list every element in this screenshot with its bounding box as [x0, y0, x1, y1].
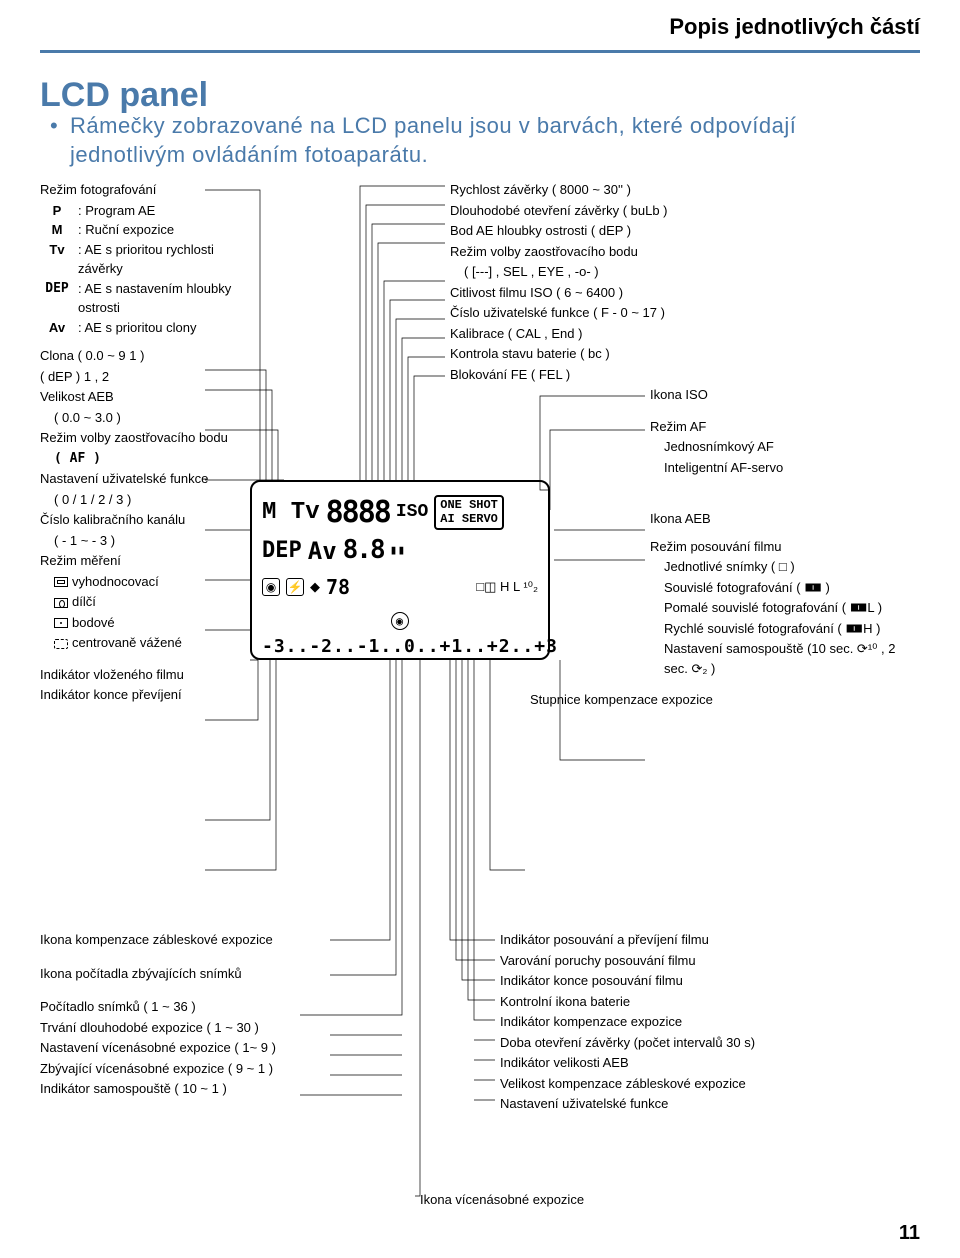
af-mode-title: Režim AF: [450, 417, 920, 437]
mode-Tv: : AE s prioritou rychlosti závěrky: [78, 240, 240, 279]
evaluative-icon: [54, 577, 68, 587]
intro-text: • Rámečky zobrazované na LCD panelu jsou…: [70, 112, 900, 169]
section-title: Popis jednotlivých částí: [669, 10, 920, 43]
meter-circle-icon: ◉: [391, 612, 409, 630]
cal-val: ( - 1 ~ - 3 ): [40, 531, 240, 551]
exp-scale: Stupnice kompenzace expozice: [450, 690, 920, 710]
shooting-mode-title: Režim fotografování: [40, 180, 240, 200]
battery-icon: ▮▮: [390, 541, 406, 561]
ll-6: Zbývající vícenásobné expozice ( 9 ~ 1 ): [40, 1059, 420, 1079]
battery: Kontrola stavu baterie ( bc ): [450, 344, 920, 364]
bullet: •: [50, 112, 58, 141]
af-aiservo: Inteligentní AF-servo: [450, 458, 920, 478]
lr-3: Indikátor konce posouvání filmu: [500, 971, 920, 991]
film-loaded: Indikátor vloženého filmu: [40, 665, 240, 685]
lr-6: Doba otevření závěrky (počet intervalů 3…: [500, 1033, 920, 1053]
meter-cw: centrovaně vážené: [40, 633, 240, 653]
iso: Citlivost filmu ISO ( 6 ~ 6400 ): [450, 283, 920, 303]
partial-icon: [54, 598, 68, 608]
ll-5: Nastavení vícenásobné expozice ( 1~ 9 ): [40, 1038, 420, 1058]
meter-eval: vyhodnocovací: [40, 572, 240, 592]
cf-title: Nastavení uživatelské funkce: [40, 469, 240, 489]
mode-Av-sym: Av: [40, 318, 74, 338]
intro-body: Rámečky zobrazované na LCD panelu jsou v…: [70, 113, 796, 167]
af-oneshot: Jednosnímkový AF: [450, 437, 920, 457]
page-number: 11: [899, 1218, 920, 1248]
lcd-af-box: ONE SHOTAI SERVO: [434, 495, 504, 529]
lcd-main-digits: 8888: [326, 490, 390, 535]
lr-8: Velikost kompenzace zábleskové expozice: [500, 1074, 920, 1094]
mode-Tv-sym: Tv: [40, 240, 74, 260]
lcd-scale: ◉ -3..-2..-1..0..+1..+2..+3: [262, 606, 538, 660]
cal-title: Číslo kalibračního kanálu: [40, 510, 240, 530]
af-mode-title: Režim volby zaostřovacího bodu: [40, 428, 240, 448]
lcd-mtv: M Tv: [262, 495, 320, 531]
aperture-range: Clona ( 0.0 ~ 9 1 ): [40, 346, 240, 366]
mode-DEP-sym: DEP: [40, 279, 74, 299]
lcd-illustration: M Tv 8888 ISO ONE SHOTAI SERVO DEP Av 8.…: [250, 480, 550, 660]
cal: Kalibrace ( CAL , End ): [450, 324, 920, 344]
header-rule: [40, 50, 920, 53]
mode-P-sym: P: [40, 201, 74, 221]
lower-right-column: Indikátor posouvání a převíjení filmu Va…: [500, 930, 920, 1115]
af-mode-val: ( [---] , SEL , EYE , -o- ): [450, 262, 920, 282]
film-end: Indikátor konce převíjení: [40, 685, 240, 705]
lr-5: Indikátor kompenzace expozice: [500, 1012, 920, 1032]
lcd-counter: 78: [326, 572, 350, 602]
mode-Av: : AE s prioritou clony: [78, 318, 240, 338]
mode-DEP: : AE s nastavením hloubky ostrosti: [78, 279, 240, 318]
film-icons: □◫ H L ¹⁰₂: [476, 577, 538, 597]
aeb-range: ( 0.0 ~ 3.0 ): [40, 408, 240, 428]
mode-list: P: Program AE M: Ruční expozice Tv: AE s…: [40, 201, 240, 338]
cf-num: Číslo uživatelské funkce ( F - 0 ~ 17 ): [450, 303, 920, 323]
lcd-dep: DEP: [262, 534, 302, 567]
aeb-title: Velikost AEB: [40, 387, 240, 407]
ll-2: Ikona počítadla zbývajících snímků: [40, 964, 420, 984]
lcd-iso: ISO: [396, 499, 428, 526]
lr-9: Nastavení uživatelské funkce: [500, 1094, 920, 1114]
center-weighted-icon: [54, 639, 68, 649]
lr-1: Indikátor posouvání a převíjení filmu: [500, 930, 920, 950]
flash-comp-icon: ⚡: [286, 578, 304, 596]
bulb: Dlouhodobé otevření závěrky ( buLb ): [450, 201, 920, 221]
meter-partial: dílčí: [40, 592, 240, 612]
mode-M-sym: M: [40, 220, 74, 240]
lr-7: Indikátor velikosti AEB: [500, 1053, 920, 1073]
ll-1: Ikona kompenzace zábleskové expozice: [40, 930, 420, 950]
meter-spot: bodové: [40, 613, 240, 633]
dep-point: Bod AE hloubky ostrosti ( dEP ): [450, 221, 920, 241]
ll-4: Trvání dlouhodobé expozice ( 1 ~ 30 ): [40, 1018, 420, 1038]
mode-M: : Ruční expozice: [78, 220, 240, 240]
lcd-sub-digits: 8.8: [343, 531, 384, 570]
mode-P: : Program AE: [78, 201, 240, 221]
meter-title: Režim měření: [40, 551, 240, 571]
af-mode-val: ( AF ): [40, 449, 240, 469]
left-column: Režim fotografování P: Program AE M: Ruč…: [40, 180, 240, 706]
lr-4: Kontrolní ikona baterie: [500, 992, 920, 1012]
multi-exp-icon: ◆: [310, 577, 320, 597]
lr-2: Varování poruchy posouvání filmu: [500, 951, 920, 971]
cf-val: ( 0 / 1 / 2 / 3 ): [40, 490, 240, 510]
spot-icon: [54, 618, 68, 628]
ll-3: Počítadlo snímků ( 1 ~ 36 ): [40, 997, 420, 1017]
lower-left-column: Ikona kompenzace zábleskové expozice Iko…: [40, 930, 420, 1100]
lcd-av: Av: [308, 533, 337, 569]
metering-icon: ◉: [262, 578, 280, 596]
ll-7: Indikátor samospouště ( 10 ~ 1 ): [40, 1079, 420, 1099]
shutter: Rychlost závěrky ( 8000 ~ 30'' ): [450, 180, 920, 200]
af-mode: Režim volby zaostřovacího bodu: [450, 242, 920, 262]
iso-icon-label: Ikona ISO: [450, 385, 920, 405]
fe-lock: Blokování FE ( FEL ): [450, 365, 920, 385]
lower-center: Ikona vícenásobné expozice: [420, 1190, 584, 1210]
dep-range: ( dEP ) 1 , 2: [40, 367, 240, 387]
